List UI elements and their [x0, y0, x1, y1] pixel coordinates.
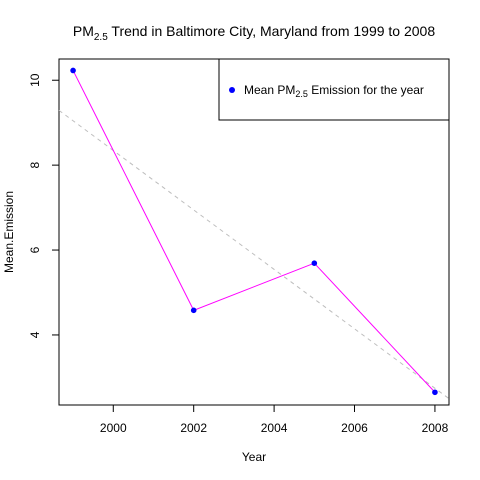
data-point [190, 307, 197, 314]
data-point [432, 389, 438, 396]
legend-label: Mean PM2.5 Emission for the year [244, 83, 424, 99]
x-axis-label: Year [242, 450, 266, 464]
series-line [72, 70, 436, 393]
y-axis-label: Mean.Emission [2, 191, 16, 273]
legend-marker [229, 87, 235, 93]
y-tick-label: 8 [28, 161, 42, 168]
x-tick-label: 2008 [422, 421, 449, 435]
x-tick-label: 2004 [261, 421, 288, 435]
legend: Mean PM2.5 Emission for the year [218, 58, 450, 121]
y-axis: 4 6 8 10 [28, 73, 60, 338]
x-tick-label: 2006 [341, 421, 368, 435]
x-tick-label: 2000 [100, 421, 127, 435]
data-point [311, 260, 318, 267]
x-tick-label: 2002 [180, 421, 207, 435]
chart-marks [58, 67, 450, 400]
y-tick-label: 4 [28, 331, 42, 338]
y-tick-label: 10 [28, 73, 42, 87]
data-point [70, 67, 76, 74]
y-tick-label: 6 [28, 246, 42, 253]
x-axis: 2000 2002 2004 2006 2008 [100, 404, 449, 435]
trend-line [58, 109, 450, 400]
chart-title: PM2.5 Trend in Baltimore City, Maryland … [73, 23, 435, 43]
legend-box [218, 58, 450, 121]
